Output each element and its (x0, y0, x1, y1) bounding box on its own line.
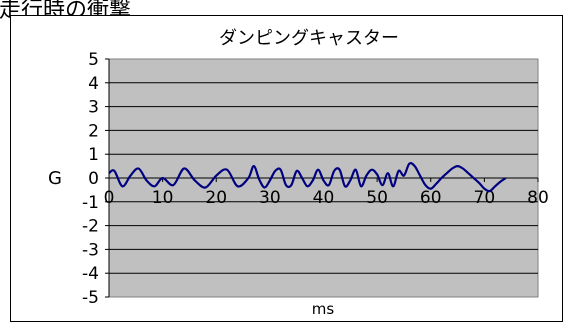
x-tick-label: 50 (366, 188, 388, 208)
y-tick-label: 4 (88, 74, 99, 94)
y-tick-label: -5 (82, 288, 99, 308)
x-tick-label: 80 (527, 188, 549, 208)
x-axis-label: ms (312, 300, 335, 318)
x-tick-label: 70 (474, 188, 496, 208)
x-tick-label: 10 (152, 188, 174, 208)
y-axis-label: G (48, 168, 62, 189)
series-line (108, 162, 507, 193)
y-tick-label: -1 (82, 193, 99, 213)
y-tick-label: 0 (88, 169, 99, 189)
chart-title: ダンピングキャスター (219, 28, 399, 49)
x-tick-label: 30 (259, 188, 281, 208)
y-tick-label: -4 (82, 264, 99, 284)
x-tick-label: 40 (313, 188, 335, 208)
y-tick-label: 3 (88, 98, 99, 118)
y-tick-label: 5 (88, 50, 99, 70)
y-tick-label: -3 (82, 240, 99, 260)
y-tick-label: -2 (82, 217, 99, 237)
chart-frame: ダンピングキャスター 5 4 3 2 1 0 -1 -2 -3 -4 -5 0 10 20 30 40 50 6… (10, 15, 563, 322)
y-axis: 5 4 3 2 1 0 -1 -2 -3 -4 -5 (82, 50, 110, 308)
y-tick-label: 1 (88, 145, 99, 165)
y-tick-label: 2 (88, 121, 99, 141)
x-tick-label: 20 (205, 188, 227, 208)
x-tick-label: 0 (104, 188, 115, 208)
x-axis: 0 10 20 30 40 50 60 70 80 (104, 177, 549, 208)
x-tick-label: 60 (420, 188, 442, 208)
series-group (108, 162, 507, 193)
